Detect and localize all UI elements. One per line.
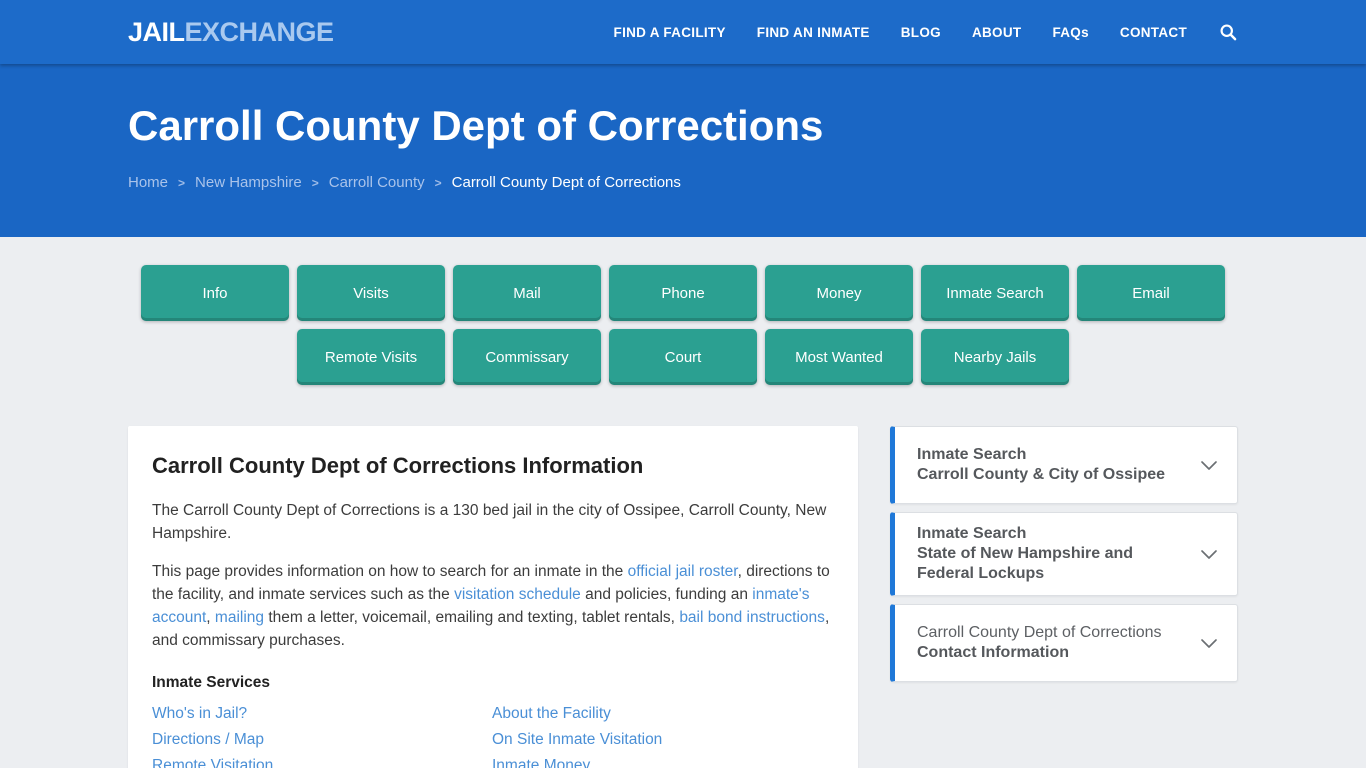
accordion-line-1: Carroll County Dept of Corrections bbox=[917, 624, 1162, 641]
official-jail-roster-link[interactable]: official jail roster bbox=[627, 562, 738, 580]
intro-paragraph: The Carroll County Dept of Corrections i… bbox=[152, 502, 827, 542]
nav-find-a-facility[interactable]: FIND A FACILITY bbox=[613, 24, 726, 40]
commissary-button[interactable]: Commissary bbox=[453, 329, 601, 385]
chevron-right-icon: > bbox=[434, 175, 442, 190]
paragraph-text: them a letter, voicemail, emailing and t… bbox=[264, 608, 680, 626]
inmate-search-button[interactable]: Inmate Search bbox=[921, 265, 1069, 321]
inmate-services-links: Who's in Jail? About the Facility Direct… bbox=[152, 701, 834, 768]
nav-about[interactable]: ABOUT bbox=[971, 24, 1022, 40]
accordion-line-1: Inmate Search bbox=[917, 525, 1027, 542]
accordion-line-2: State of New Hampshire and Federal Locku… bbox=[917, 545, 1134, 582]
nav-blog[interactable]: BLOG bbox=[900, 24, 941, 40]
paragraph-text: , directions to the facility, and inmate… bbox=[152, 562, 830, 603]
nearby-jails-button[interactable]: Nearby Jails bbox=[921, 329, 1069, 385]
whos-in-jail-link[interactable]: Who's in Jail? bbox=[152, 704, 248, 722]
inmates-account-link[interactable]: inmate's account bbox=[152, 585, 810, 626]
on-site-inmate-visitation-link[interactable]: On Site Inmate Visitation bbox=[492, 730, 663, 748]
breadcrumb-current: Carroll County Dept of Corrections bbox=[451, 174, 681, 191]
inmate-services-heading: Inmate Services bbox=[152, 673, 271, 691]
directions-map-link[interactable]: Directions / Map bbox=[152, 730, 264, 748]
mail-button[interactable]: Mail bbox=[453, 265, 601, 321]
nav-find-an-inmate[interactable]: FIND AN INMATE bbox=[756, 24, 870, 40]
info-heading: Carroll County Dept of Corrections Infor… bbox=[152, 453, 644, 478]
court-button[interactable]: Court bbox=[609, 329, 757, 385]
paragraph-text: , bbox=[206, 608, 215, 626]
visitation-schedule-link[interactable]: visitation schedule bbox=[454, 585, 581, 603]
bail-bond-instructions-link[interactable]: bail bond instructions bbox=[679, 608, 825, 626]
chevron-right-icon: > bbox=[311, 175, 319, 190]
remote-visits-button[interactable]: Remote Visits bbox=[297, 329, 445, 385]
chevron-down-icon bbox=[1197, 631, 1221, 655]
top-bar: JAILEXCHANGE FIND A FACILITY FIND AN INM… bbox=[0, 0, 1366, 64]
chevron-right-icon: > bbox=[178, 175, 186, 190]
breadcrumb-home[interactable]: Home bbox=[128, 174, 169, 191]
accordion-title: Inmate Search State of New Hampshire and… bbox=[917, 524, 1185, 584]
search-icon[interactable] bbox=[1218, 22, 1238, 42]
accordion-line-1: Inmate Search bbox=[917, 446, 1027, 463]
mailing-link[interactable]: mailing bbox=[214, 608, 265, 626]
page-title: Carroll County Dept of Corrections bbox=[128, 102, 824, 149]
phone-button[interactable]: Phone bbox=[609, 265, 757, 321]
breadcrumb: Home > New Hampshire > Carroll County > … bbox=[128, 174, 1238, 191]
quick-nav-row-2: Remote Visits Commissary Court Most Want… bbox=[128, 329, 1238, 385]
accordion-line-2: Contact Information bbox=[917, 644, 1069, 661]
quick-nav-row-1: Info Visits Mail Phone Money Inmate Sear… bbox=[128, 265, 1238, 321]
nav-faqs[interactable]: FAQs bbox=[1052, 24, 1089, 40]
paragraph-text: and policies, funding an bbox=[580, 585, 753, 603]
inmate-money-link[interactable]: Inmate Money bbox=[492, 756, 591, 768]
logo-exchange: EXCHANGE bbox=[184, 16, 335, 47]
hero-banner: Carroll County Dept of Corrections Home … bbox=[0, 64, 1366, 237]
site-logo[interactable]: JAILEXCHANGE bbox=[128, 17, 334, 48]
breadcrumb-state[interactable]: New Hampshire bbox=[195, 174, 302, 191]
sidebar: Inmate Search Carroll County & City of O… bbox=[890, 426, 1238, 690]
paragraph-text: , and commissary purchases. bbox=[152, 608, 830, 649]
main-nav: FIND A FACILITY FIND AN INMATE BLOG ABOU… bbox=[614, 22, 1238, 42]
chevron-down-icon bbox=[1197, 453, 1221, 477]
inmate-search-state-accordion[interactable]: Inmate Search State of New Hampshire and… bbox=[890, 512, 1238, 596]
nav-contact[interactable]: CONTACT bbox=[1119, 24, 1187, 40]
services-paragraph: This page provides information on how to… bbox=[152, 561, 834, 653]
contact-information-accordion[interactable]: Carroll County Dept of Corrections Conta… bbox=[890, 604, 1238, 682]
most-wanted-button[interactable]: Most Wanted bbox=[765, 329, 913, 385]
chevron-down-icon bbox=[1197, 542, 1221, 566]
content-area: Carroll County Dept of Corrections Infor… bbox=[128, 426, 1238, 768]
breadcrumb-county[interactable]: Carroll County bbox=[328, 174, 425, 191]
quick-nav: Info Visits Mail Phone Money Inmate Sear… bbox=[128, 265, 1238, 385]
accordion-title: Inmate Search Carroll County & City of O… bbox=[917, 445, 1165, 485]
accordion-title: Carroll County Dept of Corrections Conta… bbox=[917, 623, 1162, 663]
email-button[interactable]: Email bbox=[1077, 265, 1225, 321]
paragraph-text: This page provides information on how to… bbox=[152, 562, 628, 580]
facility-info-card: Carroll County Dept of Corrections Infor… bbox=[128, 426, 858, 768]
money-button[interactable]: Money bbox=[765, 265, 913, 321]
logo-jail: JAIL bbox=[128, 16, 185, 47]
visits-button[interactable]: Visits bbox=[297, 265, 445, 321]
about-the-facility-link[interactable]: About the Facility bbox=[492, 704, 611, 722]
info-button[interactable]: Info bbox=[141, 265, 289, 321]
inmate-search-county-accordion[interactable]: Inmate Search Carroll County & City of O… bbox=[890, 426, 1238, 504]
accordion-line-2: Carroll County & City of Ossipee bbox=[917, 466, 1166, 483]
remote-visitation-link[interactable]: Remote Visitation bbox=[152, 756, 274, 768]
